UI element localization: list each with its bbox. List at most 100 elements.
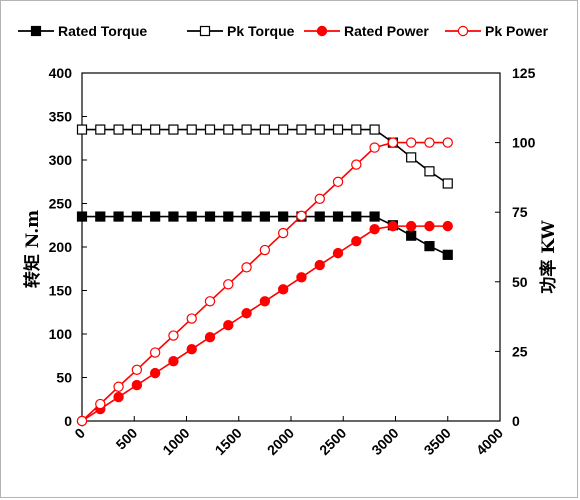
data-point-pk-torque: [131, 124, 142, 135]
data-point-rated-torque: [278, 211, 289, 222]
data-point-pk-power: [369, 142, 380, 153]
data-point-rated-power: [223, 320, 234, 331]
y-tick-label: 200: [49, 239, 73, 255]
x-tick-label: 2500: [316, 425, 349, 458]
data-point-pk-torque: [150, 124, 161, 135]
series-pk-power: [76, 137, 453, 427]
legend-marker: [199, 25, 211, 37]
y-axis-title: 转矩 N.m: [22, 210, 43, 288]
y-tick-label: 300: [49, 152, 73, 168]
data-point-pk-power: [277, 227, 289, 239]
data-point-pk-torque: [442, 178, 453, 189]
data-point-rated-power: [442, 220, 453, 232]
y2-axis-title-text: 功率 KW: [538, 220, 559, 294]
data-point-pk-torque: [241, 124, 252, 135]
data-point-pk-power: [95, 398, 106, 410]
data-point-pk-power: [149, 347, 161, 358]
data-point-rated-torque: [369, 211, 380, 222]
data-point-pk-torque: [223, 124, 234, 135]
data-point-pk-torque: [332, 124, 344, 135]
data-point-pk-torque: [296, 124, 307, 135]
x-tick-label: 3500: [421, 425, 454, 458]
series-line-rated-power: [81, 225, 448, 422]
data-point-pk-torque: [113, 124, 124, 135]
legend-marker: [457, 25, 469, 37]
data-point-pk-torque: [369, 124, 380, 135]
data-point-pk-torque: [168, 124, 179, 135]
data-point-pk-torque: [406, 152, 417, 163]
y-tick-label: 100: [49, 326, 73, 342]
data-point-pk-torque: [204, 124, 216, 135]
y2-tick-label: 125: [512, 65, 536, 81]
right-axis: 0 25 50 75 100 125: [495, 65, 536, 429]
legend-label: Rated Power: [344, 23, 429, 39]
data-point-pk-power: [131, 364, 143, 375]
data-point-pk-torque: [424, 166, 435, 177]
data-point-rated-power: [241, 308, 252, 319]
y2-tick-label: 25: [512, 343, 528, 359]
legend-marker: [316, 25, 328, 37]
data-point-rated-power: [149, 367, 161, 379]
data-point-rated-torque: [95, 211, 106, 222]
y2-tick-label: 75: [512, 204, 528, 220]
data-point-rated-power: [296, 272, 307, 283]
legend-item-rated-torque: Rated Torque: [18, 23, 147, 39]
data-point-pk-power: [223, 279, 234, 290]
legend-label: Pk Torque: [227, 23, 295, 39]
data-point-rated-power: [424, 220, 435, 232]
data-point-rated-power: [277, 284, 289, 295]
data-point-pk-power: [296, 210, 307, 222]
axis-titles: 转矩 N.m 功率 KW: [22, 210, 559, 294]
legend-label: Pk Power: [485, 23, 549, 39]
data-point-pk-power: [332, 176, 344, 188]
data-point-rated-torque: [186, 211, 197, 222]
data-point-rated-power: [351, 235, 362, 247]
data-point-rated-power: [369, 223, 380, 235]
y-tick-label: 50: [56, 370, 72, 386]
data-point-rated-torque: [204, 211, 216, 222]
data-point-pk-torque: [259, 124, 270, 135]
x-tick-label: 1000: [159, 425, 192, 458]
legend-item-pk-power: Pk Power: [445, 23, 549, 39]
y2-tick-label: 50: [512, 274, 528, 290]
data-point-pk-torque: [186, 124, 197, 135]
x-tick-label: 0: [71, 425, 88, 442]
x-tick-label: 2000: [264, 425, 297, 458]
legend-marker: [30, 25, 42, 37]
data-point-pk-power: [351, 159, 362, 170]
data-point-rated-power: [113, 391, 124, 403]
x-tick-label: 3000: [368, 425, 401, 458]
data-point-rated-power: [259, 296, 271, 307]
y-axis-title-text: 转矩 N.m: [22, 210, 43, 288]
series-line-pk-power: [81, 141, 448, 422]
data-point-rated-torque: [332, 211, 344, 222]
y-tick-label: 250: [49, 196, 73, 212]
data-point-rated-torque: [223, 211, 234, 222]
data-point-rated-torque: [241, 211, 252, 222]
y2-axis-title: 功率 KW: [538, 220, 559, 294]
y-tick-label: 150: [49, 283, 73, 299]
x-axis: 0 500 1000 1500 2000 2500 3000 3500 4000: [71, 416, 506, 458]
data-point-rated-power: [332, 247, 344, 259]
data-point-pk-power: [76, 415, 88, 427]
data-point-rated-power: [387, 220, 399, 232]
x-tick-label: 500: [113, 425, 141, 453]
data-point-rated-power: [131, 379, 143, 391]
data-point-rated-torque: [259, 211, 270, 222]
data-point-pk-torque: [95, 124, 106, 135]
data-point-pk-power: [424, 137, 435, 148]
data-point-pk-power: [113, 381, 124, 392]
y-tick-label: 400: [49, 65, 73, 81]
x-tick-label: 1500: [212, 425, 245, 458]
legend-item-rated-power: Rated Power: [304, 23, 429, 39]
data-point-rated-torque: [76, 211, 88, 222]
data-point-pk-torque: [278, 124, 289, 135]
series-pk-torque: [76, 124, 453, 189]
legend-item-pk-torque: Pk Torque: [187, 23, 295, 39]
data-point-pk-power: [241, 262, 252, 273]
data-point-rated-torque: [168, 211, 179, 222]
data-point-pk-power: [314, 193, 325, 205]
data-point-rated-torque: [406, 230, 417, 241]
data-point-rated-torque: [424, 241, 435, 252]
